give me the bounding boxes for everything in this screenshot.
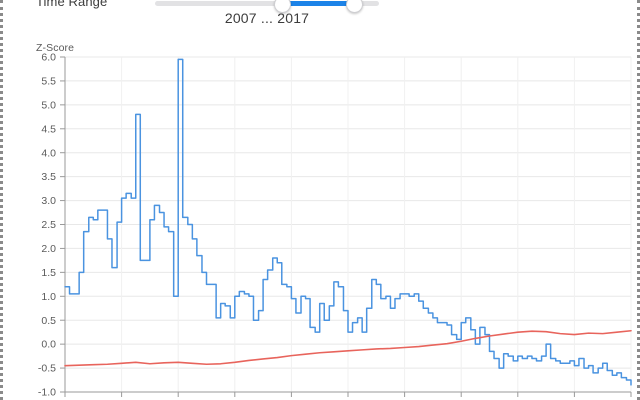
time-range-slider[interactable] bbox=[155, 0, 379, 13]
svg-text:2.5: 2.5 bbox=[41, 219, 56, 231]
svg-text:1.0: 1.0 bbox=[41, 291, 56, 303]
svg-text:0.5: 0.5 bbox=[41, 315, 56, 327]
svg-text:1.5: 1.5 bbox=[41, 267, 56, 279]
time-range-control: Time Range 2007 ... 2017 bbox=[3, 0, 637, 34]
svg-text:4.5: 4.5 bbox=[41, 123, 56, 135]
y-axis-ticks: -1.0 -0.5 0.0 0.5 1.0 1.5 2.0 2.5 3.0 3.5 4.0 4.5 5.… bbox=[38, 52, 56, 399]
svg-text:3.5: 3.5 bbox=[41, 171, 56, 183]
chart-area: Z-Score -1.0 -0.5 0.0 0.5 1.0 1.5 2.0 2.5 3.0 3.5… bbox=[3, 34, 637, 400]
slider-track[interactable] bbox=[155, 1, 379, 6]
svg-text:5.0: 5.0 bbox=[41, 99, 56, 111]
time-range-value: 2007 ... 2017 bbox=[224, 10, 310, 26]
data-series bbox=[64, 58, 632, 386]
axis-lines bbox=[60, 56, 632, 397]
range-slider-min-handle[interactable] bbox=[274, 0, 291, 13]
svg-text:-0.5: -0.5 bbox=[38, 363, 56, 375]
range-slider-max-handle[interactable] bbox=[346, 0, 363, 13]
svg-text:5.5: 5.5 bbox=[41, 76, 56, 88]
svg-text:2.0: 2.0 bbox=[41, 243, 56, 255]
y-axis-title: Z-Score bbox=[36, 42, 75, 54]
line-chart-svg: -1.0 -0.5 0.0 0.5 1.0 1.5 2.0 2.5 3.0 3.5 4.0 4.5 5.… bbox=[38, 52, 632, 399]
slider-active-range[interactable] bbox=[281, 1, 353, 6]
time-range-label: Time Range bbox=[36, 0, 108, 9]
svg-text:3.0: 3.0 bbox=[41, 195, 56, 207]
svg-text:0.0: 0.0 bbox=[41, 339, 56, 351]
svg-text:4.0: 4.0 bbox=[41, 147, 56, 159]
svg-text:6.0: 6.0 bbox=[41, 52, 56, 64]
svg-text:-1.0: -1.0 bbox=[38, 387, 56, 399]
